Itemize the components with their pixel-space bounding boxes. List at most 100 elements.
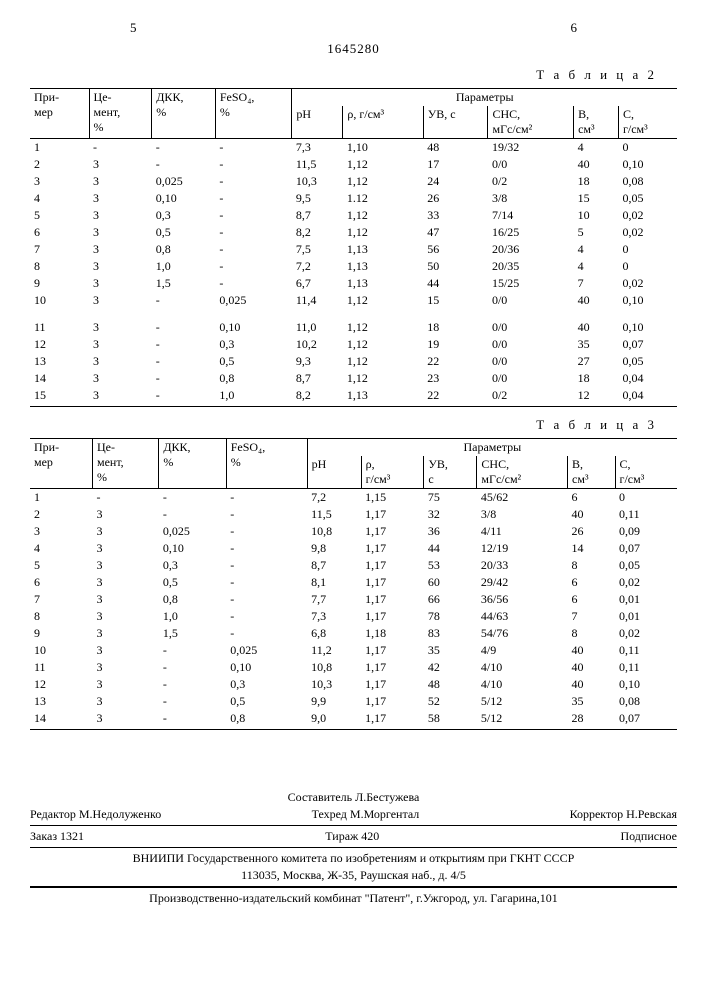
cell-c: 0,05 [618, 353, 677, 370]
cell-fe: - [215, 241, 292, 258]
table-row: 330,025-10,81,17364/11260,09 [30, 523, 677, 540]
cell-uv: 42 [424, 659, 477, 676]
cell-fe: - [215, 207, 292, 224]
cell-c: 0,11 [615, 659, 677, 676]
cell-dkk: - [159, 506, 226, 523]
cell-rho: 1,12 [343, 292, 423, 309]
table-row: 143-0,89,01,17585/12280,07 [30, 710, 677, 727]
cell-uv: 66 [424, 591, 477, 608]
cell-c: 0 [618, 258, 677, 275]
cell-rho: 1,17 [361, 557, 424, 574]
cell-c: 0,01 [615, 591, 677, 608]
page-numbers: 5 6 [130, 20, 577, 36]
cell-n: 1 [30, 489, 92, 507]
table-row: 630,5-8,11,176029/4260,02 [30, 574, 677, 591]
cell-uv: 33 [423, 207, 488, 224]
cell-fe: - [226, 489, 307, 507]
th-cns: СНС,мГс/см² [488, 106, 574, 139]
cell-uv: 83 [424, 625, 477, 642]
cell-cem: 3 [92, 693, 158, 710]
cell-fe: - [226, 523, 307, 540]
cell-rho: 1,12 [343, 319, 423, 336]
th-b: В,см³ [568, 456, 615, 489]
cell-n: 6 [30, 574, 92, 591]
cell-uv: 36 [424, 523, 477, 540]
cell-b: 35 [568, 693, 615, 710]
cell-b: 26 [568, 523, 615, 540]
cell-cns: 20/35 [488, 258, 574, 275]
cell-c: 0 [618, 139, 677, 157]
cell-ph: 9,3 [292, 353, 343, 370]
table-row: 831,0-7,21,135020/3540 [30, 258, 677, 275]
cell-ph: 11,2 [307, 642, 361, 659]
cell-cem: - [92, 489, 158, 507]
cell-c: 0,07 [618, 336, 677, 353]
cell-n: 5 [30, 557, 92, 574]
cell-rho: 1,17 [361, 608, 424, 625]
cell-cns: 12/19 [477, 540, 568, 557]
subscribe: Подписное [620, 829, 677, 844]
cell-c: 0,11 [615, 642, 677, 659]
cell-c: 0,10 [618, 292, 677, 309]
cell-n: 8 [30, 608, 92, 625]
cell-cem: 3 [89, 207, 152, 224]
table-row: 430,10-9,51.12263/8150,05 [30, 190, 677, 207]
cell-dkk: - [152, 336, 216, 353]
cell-fe: - [215, 258, 292, 275]
cell-n: 6 [30, 224, 89, 241]
cell-uv: 75 [424, 489, 477, 507]
cell-cem: 3 [89, 370, 152, 387]
cell-c: 0 [618, 241, 677, 258]
cell-b: 5 [574, 224, 619, 241]
cell-uv: 22 [423, 353, 488, 370]
cell-cem: 3 [89, 173, 152, 190]
cell-b: 7 [568, 608, 615, 625]
cell-rho: 1,13 [343, 241, 423, 258]
cell-c: 0,02 [618, 224, 677, 241]
cell-n: 13 [30, 353, 89, 370]
cell-fe: 0,025 [215, 292, 292, 309]
cell-b: 27 [574, 353, 619, 370]
cell-cem: 3 [92, 659, 158, 676]
cell-ph: 10,2 [292, 336, 343, 353]
cell-b: 4 [574, 258, 619, 275]
cell-rho: 1,12 [343, 370, 423, 387]
cell-fe: - [215, 275, 292, 292]
cell-ph: 7,2 [292, 258, 343, 275]
cell-ph: 10,3 [292, 173, 343, 190]
editor: Редактор М.Недолуженко [30, 807, 161, 822]
cell-n: 12 [30, 336, 89, 353]
cell-dkk: - [159, 693, 226, 710]
th-dkk: ДКК,% [152, 89, 216, 139]
cell-dkk: 1,0 [152, 258, 216, 275]
cell-cem: 3 [89, 190, 152, 207]
cell-b: 8 [568, 625, 615, 642]
cell-rho: 1,17 [361, 574, 424, 591]
cell-n: 5 [30, 207, 89, 224]
cell-fe: 0,10 [226, 659, 307, 676]
cell-cem: 3 [89, 353, 152, 370]
cell-c: 0,07 [615, 710, 677, 727]
cell-rho: 1,17 [361, 523, 424, 540]
cell-b: 40 [574, 292, 619, 309]
cell-dkk: 0,5 [159, 574, 226, 591]
cell-cem: - [89, 139, 152, 157]
cell-fe: 0,3 [226, 676, 307, 693]
table-row: 630,5-8,21,124716/2550,02 [30, 224, 677, 241]
cell-cem: 3 [92, 625, 158, 642]
org: ВНИИПИ Государственного комитета по изоб… [30, 851, 677, 866]
cell-rho: 1,17 [361, 642, 424, 659]
cell-rho: 1,17 [361, 540, 424, 557]
table-row: 1---7,21,157545/6260 [30, 489, 677, 507]
th-ph: pH [292, 106, 343, 139]
order: Заказ 1321 [30, 829, 84, 844]
table-row: 113-0,1010,81,17424/10400,11 [30, 659, 677, 676]
cell-b: 15 [574, 190, 619, 207]
cell-uv: 17 [423, 156, 488, 173]
cell-ph: 9,8 [307, 540, 361, 557]
th-rho: ρ, г/см³ [343, 106, 423, 139]
cell-dkk: - [152, 292, 216, 309]
cell-ph: 7,3 [307, 608, 361, 625]
cell-n: 2 [30, 156, 89, 173]
cell-cem: 3 [89, 224, 152, 241]
